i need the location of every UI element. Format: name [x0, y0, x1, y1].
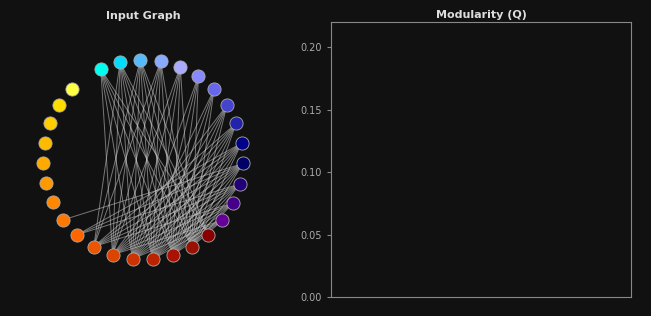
Point [231, 121, 242, 126]
Point [45, 120, 55, 125]
Point [228, 200, 238, 205]
Point [235, 181, 245, 186]
Point [156, 59, 166, 64]
Title: Modularity (Q): Modularity (Q) [436, 10, 527, 20]
Point [186, 244, 197, 249]
Point [96, 66, 106, 71]
Point [148, 257, 158, 262]
Point [107, 252, 118, 257]
Point [39, 140, 49, 145]
Point [38, 160, 48, 165]
Point [203, 233, 214, 238]
Point [48, 200, 58, 205]
Point [238, 161, 248, 166]
Point [58, 217, 68, 222]
Point [217, 218, 228, 223]
Point [54, 102, 64, 107]
Point [209, 87, 219, 92]
Point [193, 74, 204, 79]
Point [236, 141, 247, 146]
Point [128, 257, 138, 262]
Point [40, 180, 51, 185]
Point [72, 232, 83, 237]
Point [168, 252, 178, 258]
Title: Input Graph: Input Graph [105, 11, 180, 21]
Point [135, 57, 146, 62]
Point [67, 86, 77, 91]
Point [89, 244, 99, 249]
Point [222, 103, 232, 108]
Point [175, 64, 186, 70]
Point [115, 60, 125, 65]
